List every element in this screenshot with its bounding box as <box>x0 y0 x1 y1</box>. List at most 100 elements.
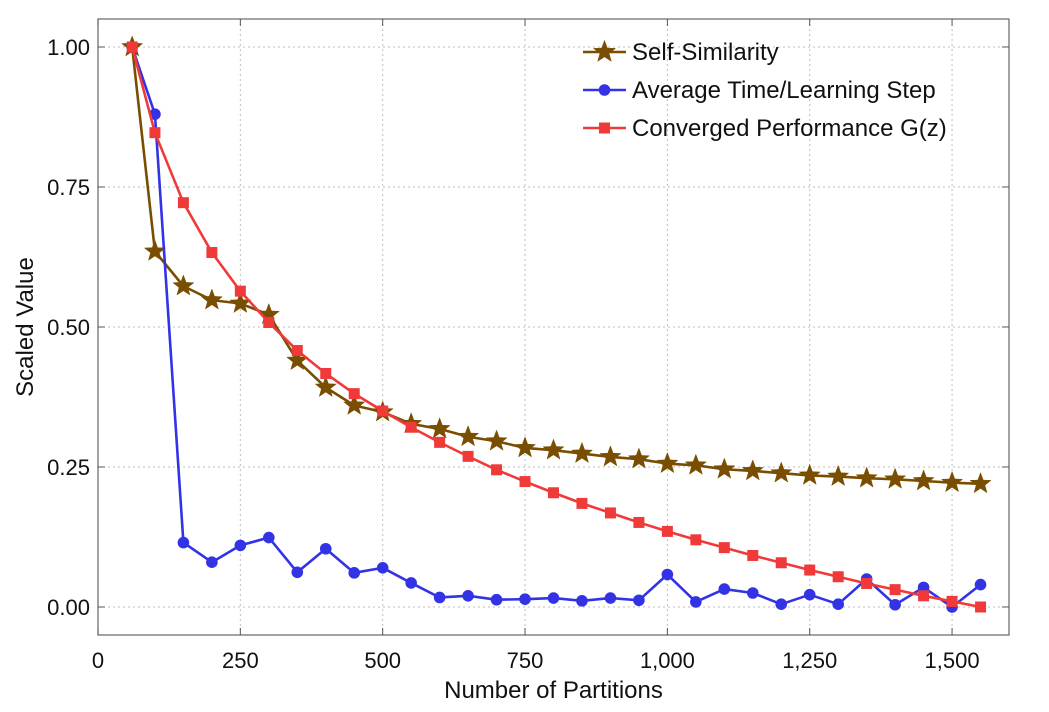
data-point <box>570 441 594 464</box>
data-point <box>177 197 189 209</box>
data-point <box>974 578 987 591</box>
data-point <box>376 562 389 574</box>
data-point <box>513 436 537 458</box>
data-point <box>206 247 218 259</box>
data-point <box>918 590 930 602</box>
axis-ticks: 0 250 500 750 1,000 1,250 1,500 0.00 0.25 0.50 0.7… <box>47 19 1009 673</box>
data-point <box>747 549 759 561</box>
data-point <box>456 425 480 447</box>
data-point <box>633 516 645 528</box>
data-point <box>405 577 417 589</box>
data-point <box>775 598 788 610</box>
data-point <box>149 127 161 139</box>
data-point <box>969 472 992 494</box>
data-point <box>946 595 958 607</box>
data-point <box>803 588 816 601</box>
x-tick-label: 0 <box>92 648 104 673</box>
data-point <box>604 592 617 604</box>
data-point <box>576 497 588 509</box>
data-point <box>690 596 702 608</box>
x-tick-label: 1,250 <box>782 648 837 673</box>
data-point <box>604 507 616 519</box>
data-point <box>684 453 707 475</box>
data-point <box>718 583 731 595</box>
data-point <box>855 466 878 488</box>
data-point <box>627 447 651 469</box>
legend: Self-Similarity Average Time/Learning Ste… <box>583 39 947 142</box>
data-point <box>343 393 366 415</box>
data-point <box>713 457 736 479</box>
data-point <box>656 451 679 474</box>
data-point <box>319 542 332 555</box>
data-point <box>377 405 389 417</box>
data-point <box>490 593 503 606</box>
data-point <box>804 564 816 576</box>
data-point <box>206 556 218 568</box>
legend-marker <box>599 122 610 134</box>
data-point <box>291 345 303 357</box>
data-point <box>462 590 474 602</box>
data-point <box>832 571 844 583</box>
data-point <box>462 450 474 462</box>
data-point <box>234 539 247 552</box>
grid-lines <box>98 19 1009 635</box>
data-point <box>889 598 901 611</box>
series-self-similarity <box>121 35 992 494</box>
data-point <box>576 595 588 607</box>
x-tick-label: 1,000 <box>640 648 695 673</box>
data-point <box>263 531 275 544</box>
y-tick-label: 0.00 <box>47 595 90 620</box>
data-point <box>200 288 224 310</box>
data-point <box>320 367 332 379</box>
x-tick-label: 500 <box>364 648 401 673</box>
legend-entry: Average Time/Learning Step <box>583 77 936 104</box>
legend-entry: Converged Performance G(z) <box>583 115 947 142</box>
data-point <box>746 587 759 599</box>
data-point <box>519 593 531 605</box>
data-point <box>548 487 559 499</box>
data-point <box>912 469 935 491</box>
data-point <box>314 375 337 397</box>
data-point <box>485 429 508 451</box>
data-point <box>861 577 873 589</box>
data-point <box>770 461 793 483</box>
series-group <box>121 35 992 613</box>
data-point <box>661 525 673 537</box>
legend-entry: Self-Similarity <box>583 39 779 66</box>
series-average-time-learning-step <box>126 41 987 613</box>
legend-label: Converged Performance G(z) <box>632 115 947 142</box>
data-point <box>690 534 702 546</box>
data-point <box>975 601 987 613</box>
data-point <box>718 542 730 554</box>
data-point <box>405 421 417 433</box>
x-tick-label: 750 <box>507 648 544 673</box>
data-point <box>177 536 190 549</box>
data-point <box>940 470 964 493</box>
data-point <box>428 417 451 439</box>
y-tick-label: 0.25 <box>47 455 90 480</box>
data-point <box>832 598 844 610</box>
data-point <box>433 591 446 604</box>
data-point <box>519 476 531 488</box>
data-point <box>348 567 361 579</box>
data-point <box>234 285 246 297</box>
y-axis-title: Scaled Value <box>12 257 39 397</box>
x-tick-label: 1,500 <box>925 648 980 673</box>
data-point <box>889 584 901 596</box>
data-point <box>263 317 275 329</box>
data-point <box>827 464 850 487</box>
data-point <box>661 568 674 581</box>
data-point <box>883 467 907 489</box>
data-point <box>348 388 360 400</box>
y-tick-label: 0.75 <box>47 175 90 200</box>
data-point <box>775 557 787 569</box>
data-point <box>547 592 560 604</box>
x-tick-label: 250 <box>222 648 259 673</box>
legend-label: Average Time/Learning Step <box>632 77 936 104</box>
data-point <box>172 274 195 296</box>
data-point <box>599 445 622 467</box>
data-point <box>434 436 446 448</box>
data-point <box>542 438 565 460</box>
